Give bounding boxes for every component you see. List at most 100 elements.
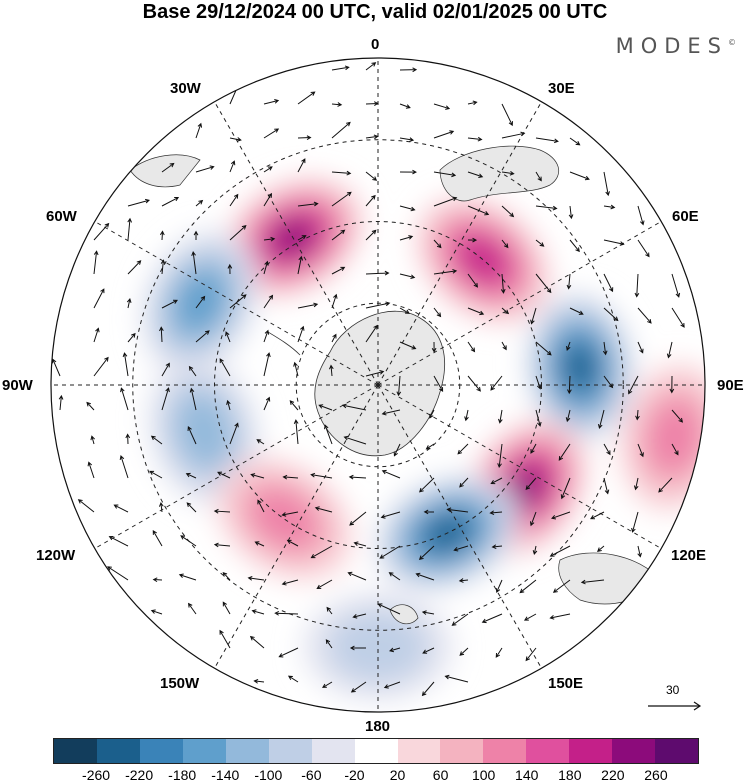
wind-arrow xyxy=(365,270,390,276)
wind-arrow xyxy=(321,681,333,688)
wind-arrow xyxy=(532,545,538,556)
map-boundary xyxy=(50,57,706,713)
wind-arrow xyxy=(671,273,681,298)
wind-arrow xyxy=(365,370,385,377)
colorbar-tick-label: -20 xyxy=(344,767,365,783)
wind-arrow xyxy=(421,610,435,615)
colorbar-tick-label: -220 xyxy=(125,767,154,783)
wind-arrow xyxy=(365,194,376,207)
wind-arrow xyxy=(178,573,197,581)
wind-arrow xyxy=(152,577,163,583)
wind-arrow xyxy=(501,341,507,351)
wind-arrow xyxy=(498,409,503,424)
wind-arrow xyxy=(495,579,503,594)
wind-arrow xyxy=(467,375,481,392)
wind-arrow xyxy=(431,341,437,353)
wind-arrow xyxy=(671,409,684,423)
anomaly-contour xyxy=(507,468,543,508)
lon-label-30e: 30E xyxy=(548,80,575,97)
wind-arrow xyxy=(399,273,416,280)
wind-arrow xyxy=(399,67,418,73)
wind-arrow xyxy=(77,499,95,513)
wind-arrow xyxy=(491,544,503,550)
wind-arrow xyxy=(127,260,142,275)
wind-arrow xyxy=(249,635,265,649)
wind-arrow xyxy=(444,674,469,683)
wind-arrow xyxy=(161,362,170,377)
wind-arrow xyxy=(195,199,204,207)
wind-arrow xyxy=(467,136,483,142)
anomaly-contour xyxy=(249,488,319,550)
wind-arrow xyxy=(459,477,469,488)
wind-arrow xyxy=(297,91,316,105)
wind-arrow xyxy=(671,307,685,328)
wind-arrow xyxy=(379,545,401,559)
wind-arrow xyxy=(274,610,299,616)
colorbar-tick-label: 220 xyxy=(601,767,625,783)
wind-arrow xyxy=(501,307,510,315)
wind-arrow xyxy=(263,329,270,343)
wind-arrow xyxy=(567,375,572,395)
modes-logo: MODES© xyxy=(615,34,736,58)
wind-arrow xyxy=(603,477,610,495)
wind-arrow xyxy=(490,477,503,485)
wind-arrow xyxy=(331,170,352,176)
colorbar-tick-label: -260 xyxy=(82,767,111,783)
wind-arrow xyxy=(188,365,197,377)
wind-arrow xyxy=(569,171,590,181)
wind-arrow xyxy=(119,455,129,479)
lon-label-120w: 120W xyxy=(36,547,76,564)
wind-arrow xyxy=(281,511,299,517)
wind-arrow xyxy=(464,409,469,422)
wind-arrow xyxy=(602,341,608,356)
wind-arrow xyxy=(637,545,642,558)
wind-arrow xyxy=(161,299,178,309)
wind-arrow xyxy=(263,128,280,139)
colorbar-tick-label: 20 xyxy=(389,767,406,783)
wind-arrow xyxy=(191,251,197,275)
wind-arrow xyxy=(399,169,417,175)
wind-arrow xyxy=(381,409,401,416)
wind-arrow xyxy=(383,681,401,689)
wind-arrow xyxy=(126,297,132,309)
wind-arrow xyxy=(530,443,537,454)
wind-arrow xyxy=(560,477,571,500)
wind-arrow xyxy=(671,443,679,456)
anomaly-contour xyxy=(646,400,702,475)
wind-arrow xyxy=(429,409,435,419)
wind-arrow xyxy=(348,474,367,480)
wind-arrow xyxy=(52,358,61,377)
wind-arrow xyxy=(352,613,367,619)
wind-arrow xyxy=(637,239,650,258)
wind-arrow xyxy=(535,137,559,144)
wind-arrow xyxy=(459,647,469,656)
wind-arrow xyxy=(580,579,605,585)
lon-label-150w: 150W xyxy=(160,675,200,692)
wind-arrow xyxy=(86,401,95,411)
wind-arrow xyxy=(365,134,379,140)
wind-arrow xyxy=(457,443,469,455)
colorbar-swatch xyxy=(225,739,269,763)
wind-arrow xyxy=(451,613,469,626)
wind-arrow xyxy=(331,191,352,207)
wind-arrow xyxy=(150,609,163,615)
wind-arrow xyxy=(535,375,542,390)
wind-arrow xyxy=(282,474,299,480)
wind-arrow xyxy=(365,101,379,106)
colorbar-swatch xyxy=(268,739,312,763)
wind-arrow xyxy=(229,137,242,142)
wind-arrow xyxy=(326,606,333,615)
wind-arrow xyxy=(219,629,231,649)
wind-arrow xyxy=(331,65,350,71)
wind-arrow xyxy=(250,473,265,479)
lon-label-180: 180 xyxy=(365,718,391,735)
meridian-line xyxy=(377,384,542,669)
wind-arrow xyxy=(349,645,367,651)
wind-arrow xyxy=(393,443,401,457)
wind-arrow xyxy=(634,273,640,298)
wind-arrow xyxy=(501,239,509,249)
colorbar-tick-label: 100 xyxy=(471,767,496,783)
wind-arrow xyxy=(113,504,129,513)
wind-arrow xyxy=(222,601,231,615)
wind-arrow xyxy=(365,171,378,181)
